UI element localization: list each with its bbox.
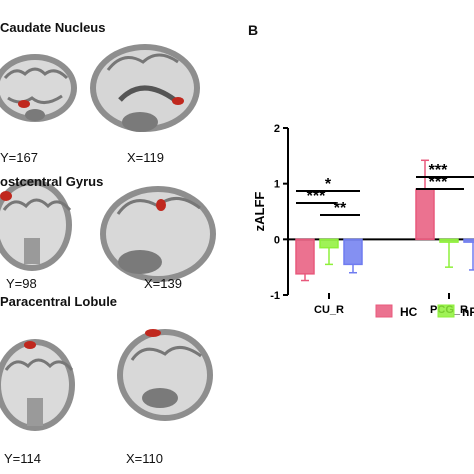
section-title-postcentral: ostcentral Gyrus [0, 174, 104, 189]
bar-pcg-r-series-1 [415, 188, 435, 241]
y-tick-label: 0 [274, 234, 280, 246]
coronal-label-2: Y=98 [6, 276, 37, 291]
section-title-paracentral: Paracentral Lobule [0, 294, 118, 309]
bar-pcg-r-series-3 [463, 238, 474, 243]
coronal-slice-3 [0, 339, 75, 431]
y-tick-label: 2 [274, 123, 280, 135]
coronal-slice-2 [0, 179, 72, 271]
coronal-slice-1 [0, 54, 77, 122]
legend-label-2: nP [462, 305, 474, 319]
section-title-caudate: Caudate Nucleus [0, 20, 106, 35]
significance-label: * [325, 176, 332, 193]
sagittal-label-1: X=119 [127, 150, 164, 165]
sagittal-slice-3 [117, 329, 213, 421]
bar-cu-r-series-3 [343, 238, 363, 266]
significance-label: *** [307, 188, 326, 205]
significance-label: *** [429, 162, 448, 179]
significance-label: *** [429, 174, 448, 191]
legend-swatch-1 [375, 304, 393, 318]
y-tick-label: 1 [274, 179, 280, 191]
significance-label: ** [334, 200, 347, 217]
coronal-label-1: Y=167 [0, 150, 38, 165]
bar-cu-r-series-2 [319, 238, 339, 249]
y-tick-label: -1 [270, 290, 280, 302]
legend-label-1: HC [400, 305, 418, 319]
bar-pcg-r-series-2 [439, 238, 459, 243]
sagittal-slice-1 [90, 44, 200, 132]
legend-swatch-2 [437, 304, 455, 318]
coronal-label-3: Y=114 [4, 451, 41, 466]
sagittal-slice-2 [100, 186, 216, 282]
bar-cu-r-series-1 [295, 238, 315, 275]
panel-letter-b: B [248, 22, 259, 38]
y-axis-label: zALFF [252, 192, 267, 232]
sagittal-label-3: X=110 [126, 451, 163, 466]
x-tick-label-cu-r: CU_R [314, 304, 344, 316]
brain-images [0, 44, 216, 431]
panel-a: Caudate Nucleus Y=167 X=119 ostcentral G… [0, 20, 216, 466]
sagittal-label-2: X=139 [144, 276, 182, 291]
